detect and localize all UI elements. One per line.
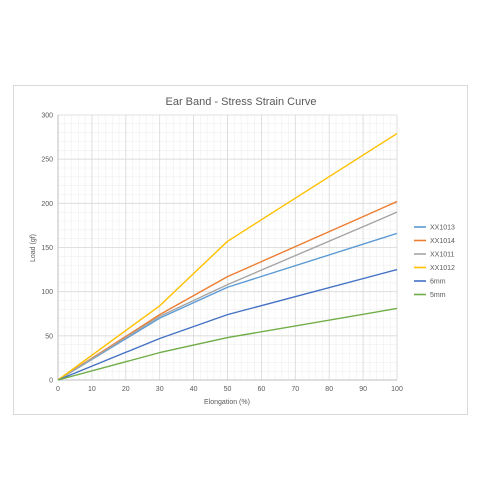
- grid-major: [57, 114, 398, 381]
- x-tick-label: 100: [391, 386, 403, 393]
- axes: [57, 115, 397, 381]
- y-tick-label: 50: [45, 333, 53, 340]
- series-line-xx1014: [57, 200, 398, 381]
- legend: XX1013 XX1014 XX1011 XX1012 6mm 5mm: [414, 225, 455, 299]
- x-tick-label: 20: [122, 386, 130, 393]
- x-tick-label: 80: [325, 386, 333, 393]
- series-line-xx1013: [57, 232, 398, 381]
- y-tick-labels: 0 50 100 150 200 250 300: [41, 113, 53, 385]
- x-axis-title: Elongation (%): [204, 399, 250, 406]
- x-tick-label: 90: [359, 386, 367, 393]
- chart-frame: Ear Band - Stress Strain Curve 0 10 20 30 40…: [13, 85, 468, 415]
- x-tick-label: 10: [88, 386, 96, 393]
- x-tick-label: 0: [56, 386, 60, 393]
- series-line-xx1012: [57, 132, 398, 381]
- legend-label: XX1013: [430, 225, 455, 232]
- series-line-6mm: [57, 268, 398, 381]
- x-tick-label: 60: [258, 386, 266, 393]
- x-tick-label: 70: [291, 386, 299, 393]
- series-line-xx1011: [57, 211, 398, 381]
- series-lines: [57, 132, 398, 381]
- y-tick-label: 250: [41, 157, 53, 164]
- legend-label: XX1011: [430, 252, 454, 259]
- x-tick-labels: 0 10 20 30 40 50 60 70 80 90 100: [56, 386, 403, 393]
- y-tick-label: 100: [41, 289, 53, 296]
- y-tick-label: 150: [41, 245, 53, 252]
- y-tick-label: 300: [41, 113, 53, 120]
- y-axis-title: Load (gf): [30, 234, 37, 262]
- series-line-5mm: [57, 307, 398, 381]
- legend-label: XX1012: [430, 265, 455, 272]
- legend-label: 5mm: [430, 292, 446, 299]
- chart-title: Ear Band - Stress Strain Curve: [165, 96, 316, 108]
- x-tick-label: 40: [190, 386, 198, 393]
- legend-label: XX1014: [430, 238, 455, 245]
- y-tick-label: 0: [49, 378, 53, 385]
- y-tick-label: 200: [41, 201, 53, 208]
- x-tick-label: 50: [224, 386, 232, 393]
- legend-label: 6mm: [430, 279, 446, 286]
- chart-svg: Ear Band - Stress Strain Curve 0 10 20 30 40…: [30, 96, 455, 406]
- x-tick-label: 30: [156, 386, 164, 393]
